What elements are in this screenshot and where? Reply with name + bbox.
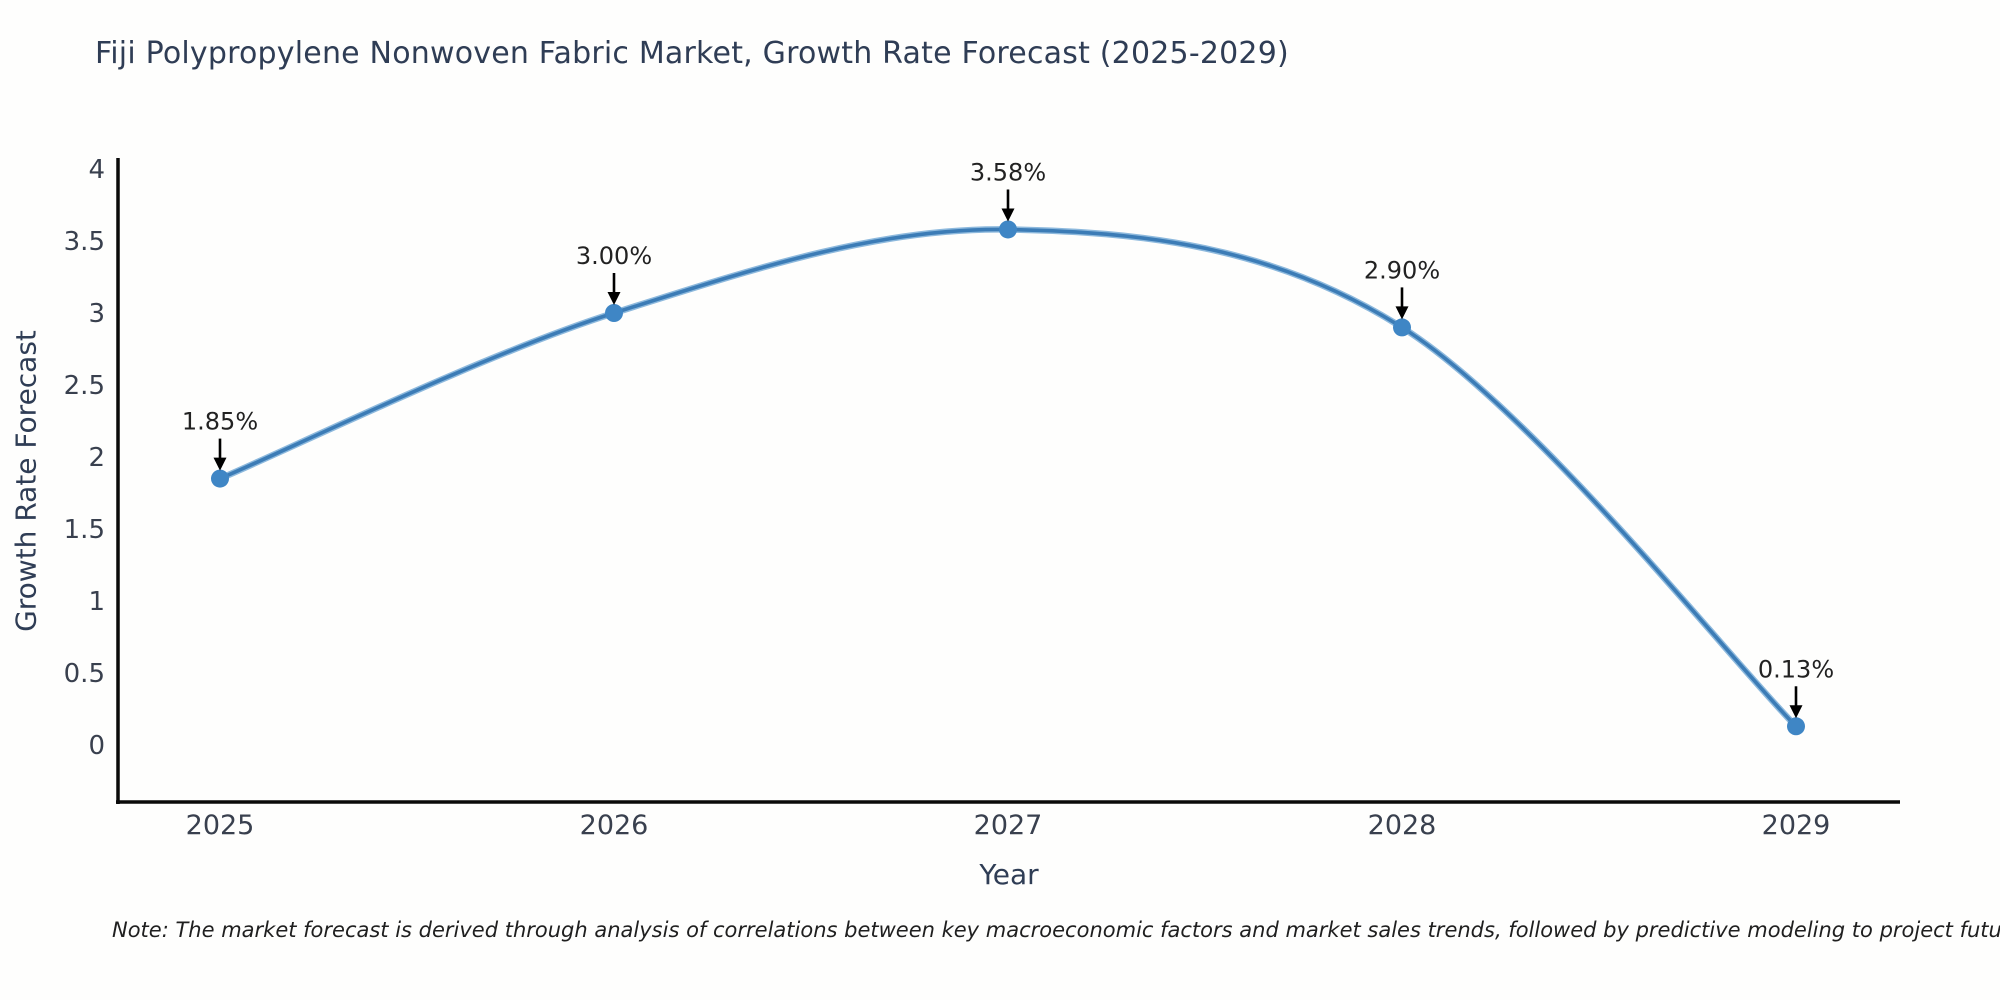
annotation-arrow-head [1001, 208, 1015, 222]
annotation-arrow-head [1789, 705, 1803, 719]
data-label: 2.90% [1364, 256, 1440, 284]
data-label: 3.58% [970, 158, 1046, 186]
annotation-arrow-head [607, 292, 621, 305]
data-point-2025 [211, 469, 229, 488]
data-label: 0.13% [1758, 655, 1834, 683]
y-tick-label: 4 [88, 155, 105, 185]
y-tick-label: 1 [88, 587, 105, 617]
data-point-2026 [605, 304, 623, 322]
x-tick-label: 2027 [974, 810, 1043, 841]
x-axis-title: Year [979, 858, 1039, 891]
y-tick-label: 3.5 [64, 227, 105, 257]
data-point-2028 [1393, 318, 1411, 337]
y-tick-label: 3 [88, 299, 105, 329]
data-label: 1.85% [182, 408, 258, 436]
x-tick-label: 2028 [1368, 810, 1437, 841]
x-tick-label: 2026 [580, 810, 649, 841]
y-tick-label: 2.5 [64, 371, 105, 401]
data-point-2027 [999, 220, 1017, 239]
y-tick-label: 0 [88, 731, 105, 761]
forecast-line-halo [216, 226, 1800, 730]
chart-title: Fiji Polypropylene Nonwoven Fabric Marke… [95, 36, 1289, 71]
y-tick-label: 2 [88, 443, 105, 473]
annotation-arrow-head [1395, 306, 1409, 320]
footnote: Note: The market forecast is derived thr… [112, 918, 2000, 942]
annotation-arrow-head [213, 457, 227, 471]
x-tick-label: 2029 [1762, 810, 1831, 841]
forecast-line [218, 227, 1798, 729]
y-tick-label: 0.5 [64, 659, 105, 689]
data-point-2029 [1787, 717, 1805, 736]
x-tick-label: 2025 [186, 810, 255, 841]
data-label: 3.00% [576, 242, 652, 270]
y-tick-label: 1.5 [64, 515, 105, 545]
